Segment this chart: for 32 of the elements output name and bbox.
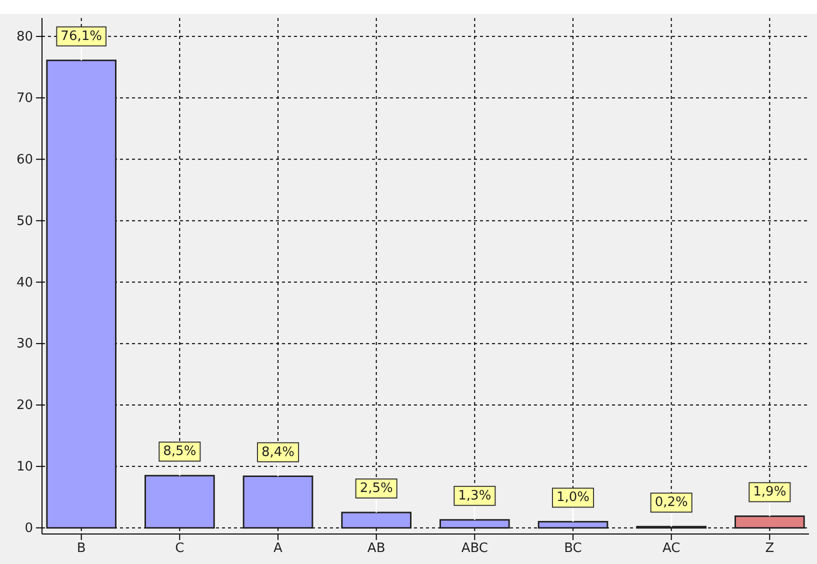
x-tick-label: AB [367, 541, 386, 556]
x-tick-label: AC [662, 541, 680, 556]
bar [46, 60, 116, 529]
x-tick-label: C [175, 541, 184, 556]
data-label: 8,5% [163, 444, 196, 460]
data-label: 1,0% [556, 490, 590, 506]
y-tick-label: 20 [16, 398, 33, 414]
bar [734, 515, 805, 529]
data-label: 2,5% [360, 481, 393, 496]
data-label: 8,4% [261, 444, 295, 460]
y-tick-label: 30 [16, 336, 33, 352]
y-tick-label: 10 [16, 460, 33, 475]
x-tick-label: BC [564, 541, 582, 556]
bar [341, 512, 412, 529]
data-label: 76,1% [60, 28, 102, 44]
x-tick-label: Z [765, 541, 774, 556]
y-tick-label: 60 [16, 152, 33, 168]
bar [440, 519, 510, 529]
x-tick-label: B [76, 541, 86, 556]
bar [144, 474, 215, 529]
y-tick-label: 0 [24, 521, 33, 536]
y-tick-label: 80 [16, 30, 33, 45]
data-label: 1,3% [458, 488, 492, 504]
y-tick-label: 50 [16, 214, 33, 229]
x-tick-label: A [274, 541, 283, 556]
x-tick-label: ABC [461, 541, 488, 556]
y-tick-label: 70 [16, 91, 33, 106]
bar [242, 476, 314, 529]
bar [538, 520, 608, 529]
y-tick-label: 40 [16, 275, 33, 290]
data-label: 1,9% [753, 484, 786, 500]
data-label: 0,2% [654, 495, 688, 510]
